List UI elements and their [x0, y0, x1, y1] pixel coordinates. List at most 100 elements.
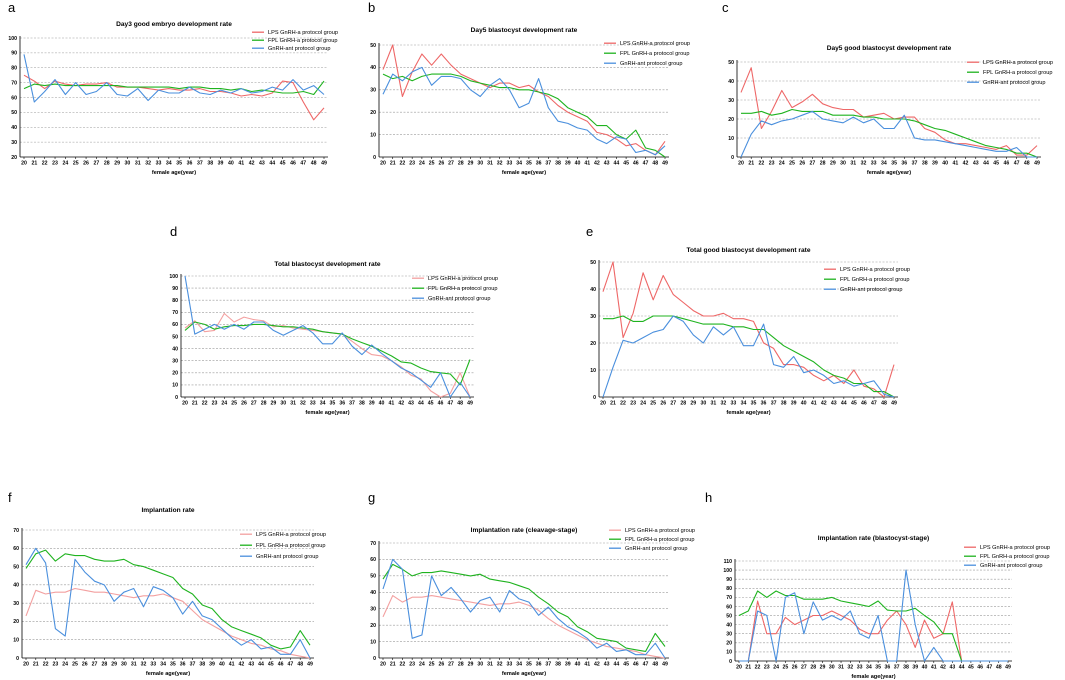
- x-tick-label: 37: [190, 662, 196, 668]
- x-axis-label: female age(year): [146, 671, 190, 677]
- x-tick-label: 28: [820, 161, 826, 167]
- x-tick-label: 25: [429, 662, 435, 668]
- x-tick-label: 40: [575, 662, 581, 668]
- x-tick-label: 45: [280, 161, 286, 167]
- legend-entry-fpl: FPL GnRH-a protocol group: [840, 277, 909, 283]
- x-tick-label: 32: [847, 665, 853, 671]
- legend-entry-fpl: FPL GnRH-a protocol group: [620, 51, 689, 57]
- x-tick-label: 30: [125, 161, 131, 167]
- panel-letter-e: e: [586, 224, 593, 239]
- x-tick-label: 22: [755, 665, 761, 671]
- y-tick-label: 80: [172, 298, 178, 304]
- y-tick-label: 20: [370, 623, 376, 629]
- x-tick-label: 29: [830, 161, 836, 167]
- chart-panel-g: g Implantation rate (cleavage-stage) 0 10 20…: [368, 490, 695, 677]
- x-tick-label: 35: [875, 665, 881, 671]
- x-tick-label: 31: [487, 662, 493, 668]
- x-tick-label: 37: [545, 662, 551, 668]
- x-tick-label: 29: [271, 401, 277, 407]
- x-tick-label: 36: [761, 401, 767, 407]
- y-tick-label: 30: [172, 359, 178, 365]
- legend-entry-ant: GnRH-ant protocol group: [620, 61, 683, 67]
- x-tick-label: 31: [131, 662, 137, 668]
- x-tick-label: 43: [604, 161, 610, 167]
- x-tick-label: 33: [310, 401, 316, 407]
- y-tick-label: 80: [726, 586, 732, 592]
- x-tick-label: 49: [307, 662, 313, 668]
- y-tick-label: 40: [370, 590, 376, 596]
- x-tick-label: 26: [241, 401, 247, 407]
- x-tick-label: 46: [1003, 161, 1009, 167]
- x-tick-label: 30: [829, 665, 835, 671]
- chart-panel-e: e Total good blastocyst development rate 0…: [586, 224, 910, 416]
- x-tick-label: 40: [228, 161, 234, 167]
- x-tick-label: 36: [339, 401, 345, 407]
- x-tick-label: 20: [738, 161, 744, 167]
- chart-title: Total good blastocyst development rate: [686, 247, 810, 254]
- chart-title: Day3 good embryo development rate: [116, 21, 232, 28]
- x-tick-label: 20: [21, 161, 27, 167]
- legend-entry-fpl: FPL GnRH-a protocol group: [625, 537, 694, 543]
- x-axis-label: female age(year): [726, 410, 770, 416]
- panel-letter-a: a: [8, 0, 16, 15]
- x-tick-label: 33: [507, 662, 513, 668]
- x-tick-label: 34: [866, 665, 872, 671]
- x-tick-label: 38: [199, 662, 205, 668]
- x-tick-label: 38: [359, 401, 365, 407]
- x-tick-label: 44: [269, 161, 275, 167]
- x-tick-label: 47: [288, 662, 294, 668]
- chart-panel-a: a Day3 good embryo development rate 20 30 40…: [8, 0, 338, 176]
- chart-title: Day5 good blastocyst development rate: [827, 45, 952, 52]
- y-tick-label: 0: [16, 656, 19, 662]
- x-tick-label: 27: [448, 161, 454, 167]
- x-tick-label: 23: [764, 665, 770, 671]
- y-tick-label: 20: [728, 117, 734, 123]
- x-tick-label: 35: [170, 662, 176, 668]
- x-tick-label: 47: [1014, 161, 1020, 167]
- x-tick-label: 26: [799, 161, 805, 167]
- legend-entry-fpl: FPL GnRH-a protocol group: [428, 286, 497, 292]
- y-tick-label: 60: [370, 557, 376, 563]
- y-tick-label: 20: [13, 619, 19, 625]
- x-tick-label: 47: [300, 161, 306, 167]
- y-tick-label: 70: [726, 595, 732, 601]
- x-tick-label: 25: [72, 662, 78, 668]
- x-axis-label: female age(year): [851, 674, 895, 680]
- x-tick-label: 42: [940, 665, 946, 671]
- x-tick-label: 37: [349, 401, 355, 407]
- x-tick-label: 33: [871, 161, 877, 167]
- x-tick-label: 42: [594, 161, 600, 167]
- x-tick-label: 25: [73, 161, 79, 167]
- x-tick-label: 26: [660, 401, 666, 407]
- series-line-fpl: [741, 108, 1038, 158]
- y-tick-label: 0: [175, 395, 178, 401]
- x-tick-label: 37: [894, 665, 900, 671]
- x-tick-label: 29: [114, 161, 120, 167]
- y-tick-label: 0: [731, 155, 734, 161]
- x-tick-label: 32: [300, 401, 306, 407]
- y-tick-label: 10: [13, 638, 19, 644]
- x-tick-label: 22: [42, 161, 48, 167]
- x-axis-label: female age(year): [152, 170, 196, 176]
- x-tick-label: 31: [290, 401, 296, 407]
- x-tick-label: 25: [789, 161, 795, 167]
- legend-entry-lps: LPS GnRH-a protocol group: [428, 276, 498, 282]
- x-tick-label: 27: [448, 662, 454, 668]
- x-tick-label: 39: [791, 401, 797, 407]
- x-tick-label: 29: [111, 662, 117, 668]
- x-tick-label: 35: [891, 161, 897, 167]
- x-tick-label: 41: [238, 161, 244, 167]
- x-tick-label: 28: [458, 161, 464, 167]
- legend-entry-ant: GnRH-ant protocol group: [840, 287, 903, 293]
- x-tick-label: 32: [497, 662, 503, 668]
- chart-title: Implantation rate (cleavage-stage): [471, 527, 578, 534]
- x-tick-label: 44: [613, 161, 619, 167]
- x-tick-label: 45: [428, 401, 434, 407]
- x-tick-label: 25: [650, 401, 656, 407]
- x-tick-label: 37: [197, 161, 203, 167]
- x-tick-label: 30: [840, 161, 846, 167]
- x-tick-label: 31: [135, 161, 141, 167]
- y-tick-label: 70: [370, 541, 376, 547]
- y-tick-label: 50: [726, 613, 732, 619]
- y-tick-label: 60: [172, 322, 178, 328]
